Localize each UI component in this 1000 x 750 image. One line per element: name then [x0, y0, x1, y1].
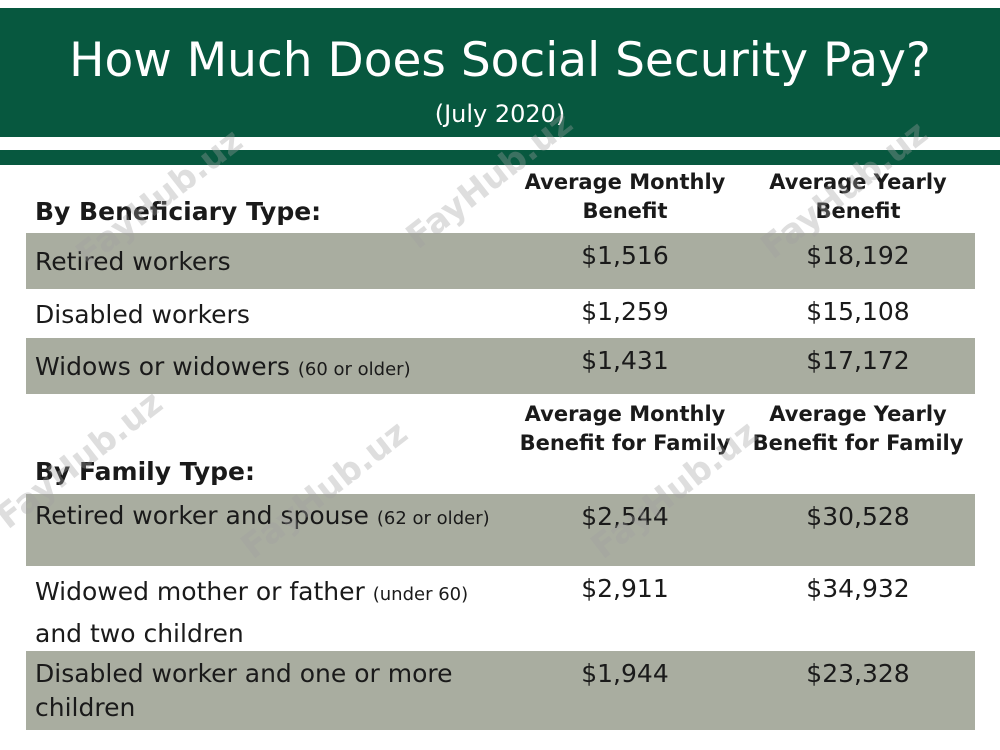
page-title: How Much Does Social Security Pay? [69, 33, 931, 88]
page-subtitle: (July 2020) [434, 100, 566, 128]
yearly-value: $30,528 [806, 502, 910, 531]
table-row: Widows or widowers (60 or older) $1,431 … [26, 338, 975, 394]
row-label-note: (62 or older) [376, 508, 490, 529]
row-label: Retired workers [35, 244, 505, 279]
yearly-value: $17,172 [806, 346, 910, 375]
family-yearly-header: Average Yearly Benefit for Family [752, 402, 964, 455]
row-label-note: (60 or older) [297, 359, 411, 380]
row-label-text-continued: and two children [35, 619, 244, 648]
row-label: Widows or widowers (60 or older) [35, 349, 505, 387]
beneficiary-table: By Beneficiary Type: Average Monthly Ben… [26, 165, 975, 394]
family-table: By Family Type: Average Monthly Benefit … [26, 394, 975, 730]
row-label-text: Disabled workers [35, 300, 250, 329]
row-label: Widowed mother or father (under 60) and … [35, 572, 505, 653]
row-label: Disabled worker and one or more children [35, 657, 505, 725]
beneficiary-header: By Beneficiary Type: Average Monthly Ben… [26, 165, 975, 233]
yearly-value: $15,108 [806, 297, 910, 326]
table-row: Disabled workers $1,259 $15,108 [26, 289, 975, 338]
divider-band [0, 150, 1000, 165]
row-label-text: Widows or widowers [35, 352, 290, 381]
row-label: Disabled workers [35, 297, 505, 332]
monthly-value: $2,544 [581, 502, 669, 531]
monthly-value: $2,911 [581, 574, 669, 603]
yearly-value: $18,192 [806, 241, 910, 270]
table-row: Disabled worker and one or more children… [26, 651, 975, 730]
yearly-value: $34,932 [806, 574, 910, 603]
beneficiary-monthly-header: Average Monthly Benefit [524, 170, 726, 223]
monthly-value: $1,259 [581, 297, 669, 326]
table-row: Retired worker and spouse (62 or older) … [26, 494, 975, 566]
title-banner: How Much Does Social Security Pay? (July… [0, 8, 1000, 137]
row-label-text: Retired workers [35, 247, 231, 276]
row-label-text: Retired worker and spouse [35, 501, 369, 530]
beneficiary-section-title: By Beneficiary Type: [35, 197, 322, 226]
yearly-value: $23,328 [806, 659, 910, 688]
family-header: By Family Type: Average Monthly Benefit … [26, 394, 975, 494]
monthly-value: $1,431 [581, 346, 669, 375]
table-row: Widowed mother or father (under 60) and … [26, 566, 975, 651]
monthly-value: $1,516 [581, 241, 669, 270]
family-monthly-header: Average Monthly Benefit for Family [519, 402, 731, 455]
family-section-title: By Family Type: [35, 457, 255, 486]
row-label: Retired worker and spouse (62 or older) [35, 501, 505, 534]
row-label-note: (under 60) [372, 584, 469, 605]
row-label-text: Widowed mother or father [35, 577, 365, 606]
beneficiary-yearly-header: Average Yearly Benefit [769, 170, 947, 223]
row-label-text: Disabled worker and one or more children [35, 659, 453, 722]
table-row: Retired workers $1,516 $18,192 [26, 233, 975, 289]
monthly-value: $1,944 [581, 659, 669, 688]
